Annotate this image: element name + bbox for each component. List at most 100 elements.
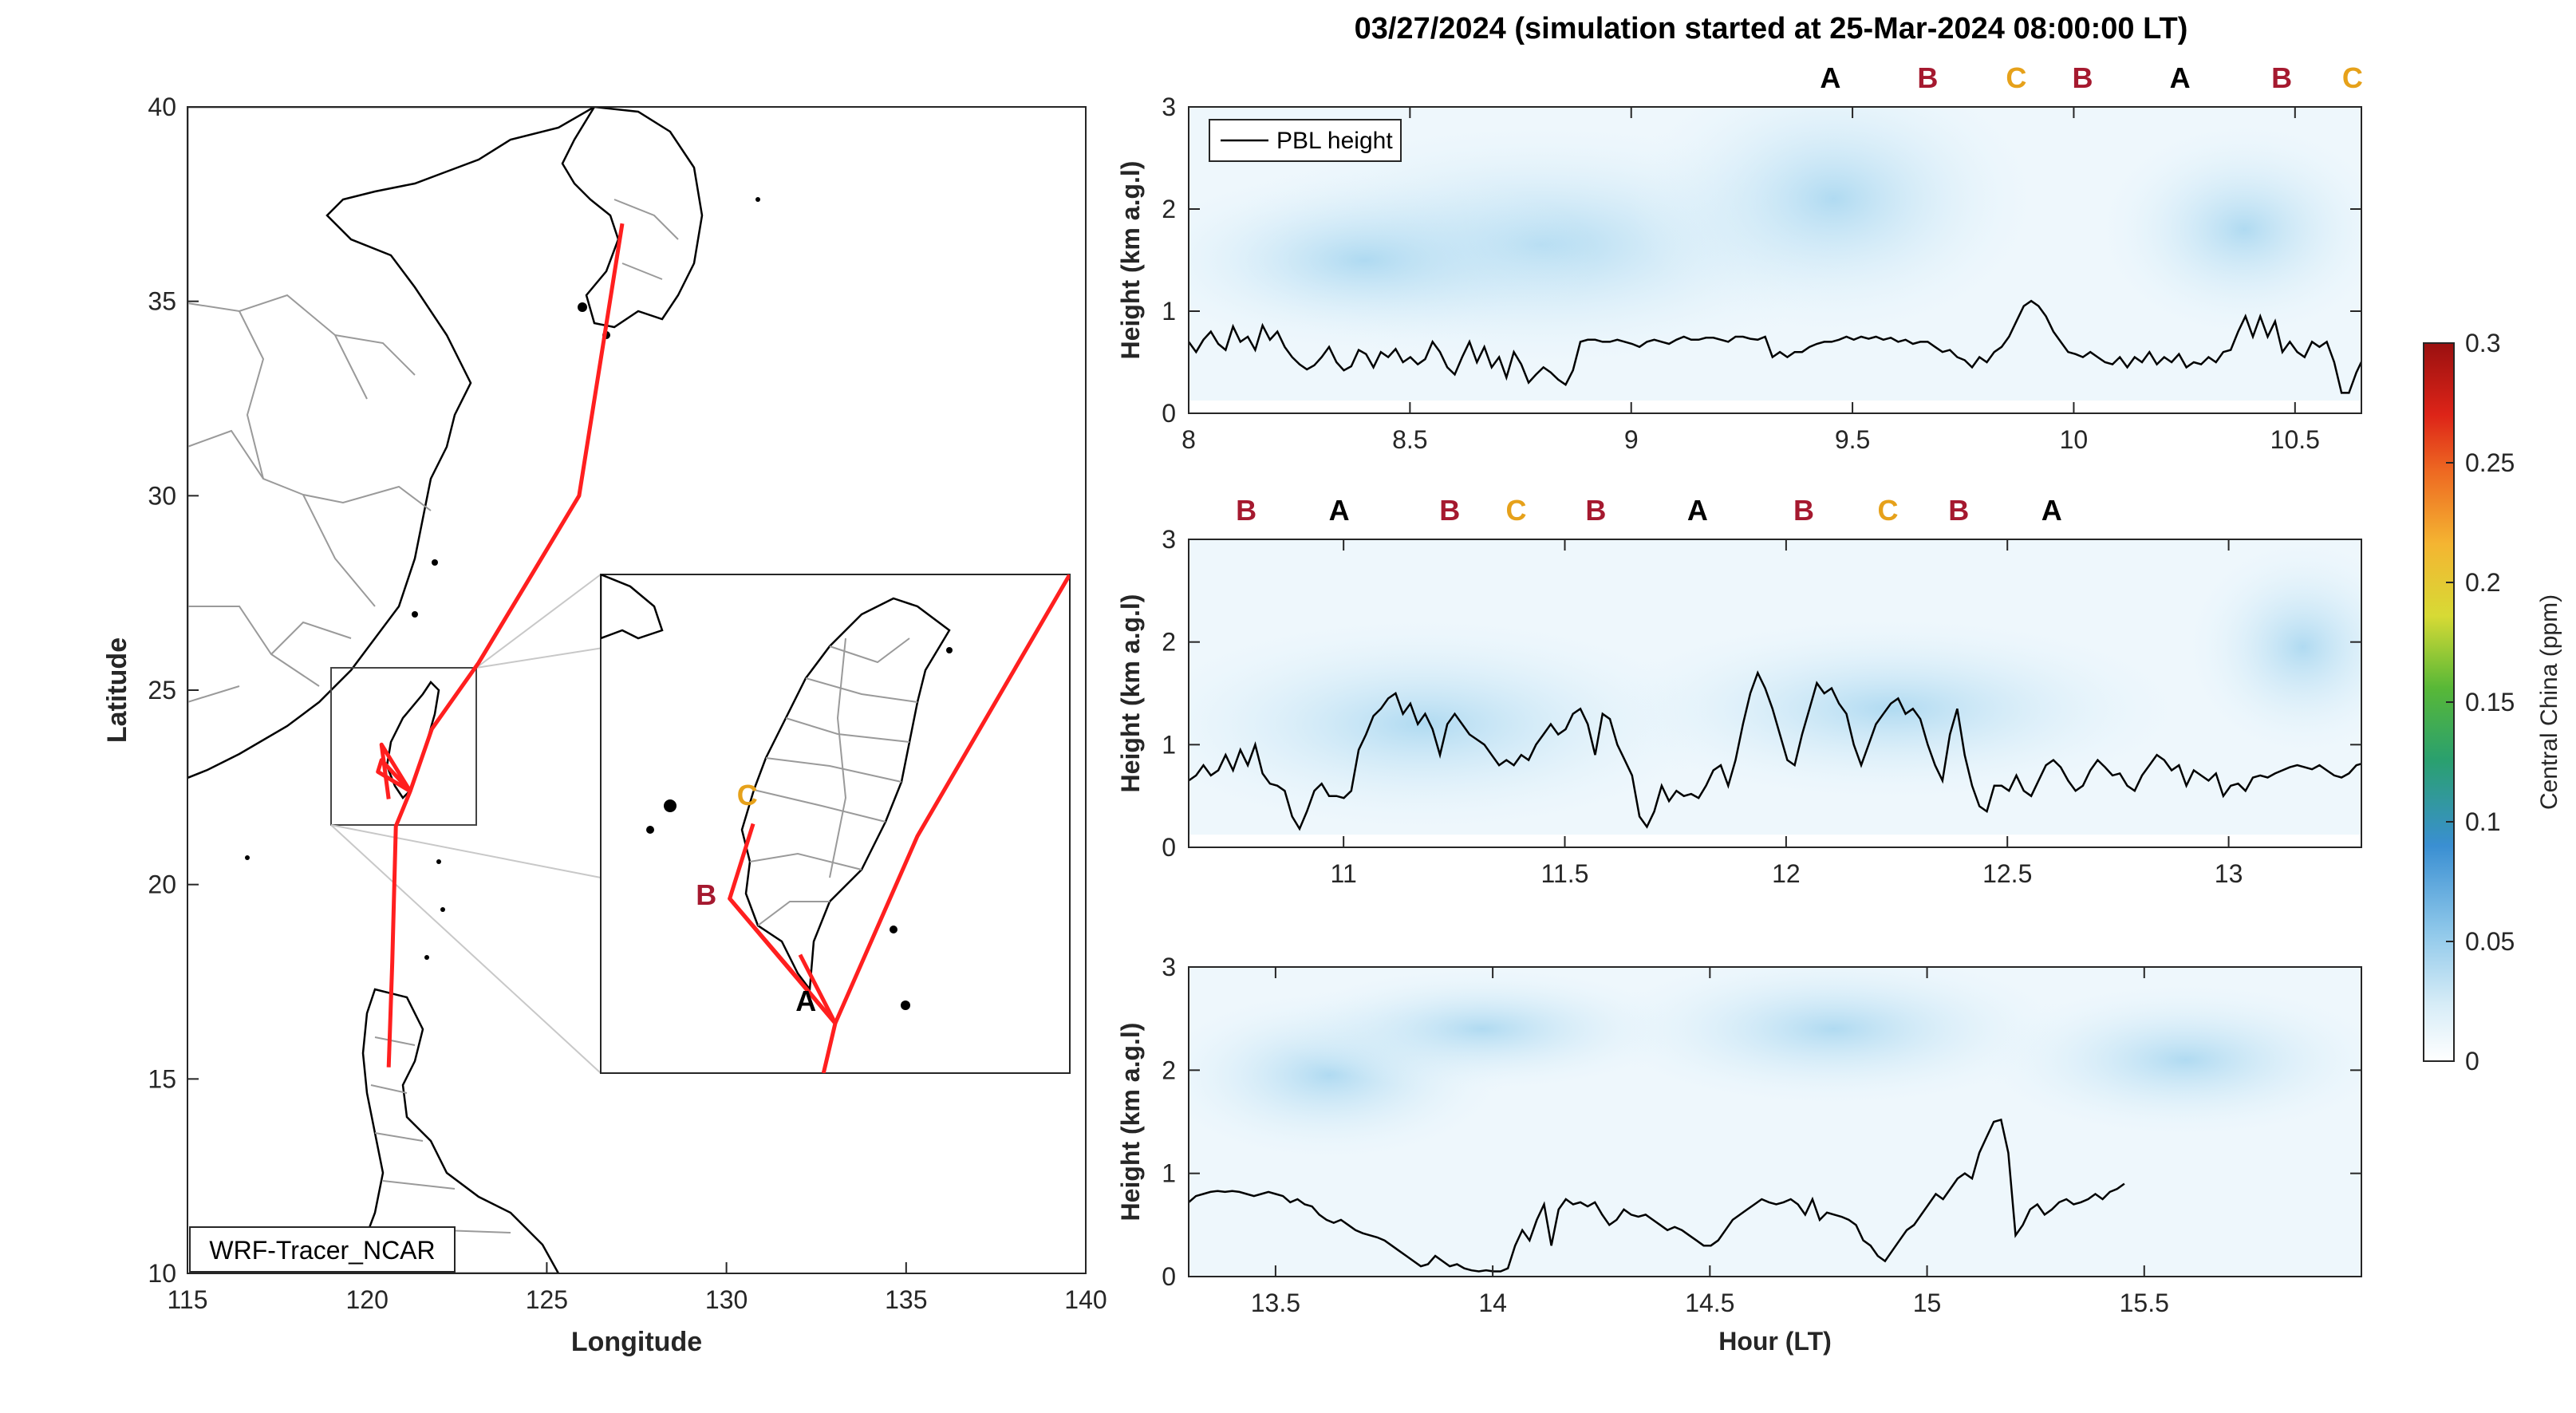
map-land: [187, 107, 1071, 1273]
map-ylabel: Latitude: [102, 637, 132, 743]
colorbar-tick-label: 0.3: [2465, 329, 2500, 357]
inset-islands: [646, 647, 953, 1010]
top-event-label: B: [1917, 61, 1938, 94]
inset-source-box: [330, 667, 477, 826]
top-event-label: B: [2271, 61, 2292, 94]
panel-ytick-label: 1: [1162, 297, 1176, 326]
map-xtick-label: 120: [346, 1285, 389, 1314]
top-event-label: B: [1585, 494, 1606, 527]
panel-ytick-label: 2: [1162, 195, 1176, 223]
panel-xtick-label: 8.5: [1392, 425, 1427, 454]
concentration-field: [1189, 539, 2361, 835]
inset-point-label: B: [696, 878, 716, 911]
pbl-legend: PBL height: [1209, 119, 1402, 162]
top-event-label: A: [1687, 494, 1708, 527]
inset-trajectory-branch: [728, 896, 837, 1025]
panel-ylabel: Height (km a.g.l): [1116, 1023, 1145, 1222]
pbl-height-line: [1189, 1118, 2125, 1273]
province-borders: [187, 199, 679, 703]
map-track-layer: [376, 223, 625, 1068]
concentration-blob: [1628, 107, 2039, 337]
top-event-label: B: [1793, 494, 1814, 527]
legend-label: PBL height: [1276, 128, 1393, 154]
inset-point-labels: C B A: [696, 779, 816, 1017]
colorbar-ticks: 0 0.05 0.1 0.15 0.2 0.25 0.3: [2446, 329, 2515, 1076]
panel-xtick-label: 12: [1772, 859, 1801, 888]
panel-ytick-label: 3: [1162, 953, 1176, 981]
top-event-label: B: [1948, 494, 1969, 527]
map-ytick-label: 15: [148, 1064, 176, 1093]
top-event-label: C: [1877, 494, 1898, 527]
concentration-blob: [1980, 982, 2361, 1138]
map-xtick-label: 125: [526, 1285, 568, 1314]
panel-xtick-label: 14.5: [1685, 1289, 1734, 1317]
inset-point-label: C: [737, 779, 758, 811]
top-event-label: C: [2342, 61, 2363, 94]
top-event-label: A: [1329, 494, 1350, 527]
concentration-blob: [1189, 168, 1600, 353]
trajectory-branch: [376, 758, 412, 793]
panel-xtick-label: 13: [2215, 859, 2243, 888]
luzon-coastline: [361, 988, 560, 1273]
top-event-label: A: [1820, 61, 1840, 94]
panel-ytick-label: 0: [1162, 399, 1176, 428]
colorbar: 0 0.05 0.1 0.15 0.2 0.25 0.3 Central China (pp…: [2423, 329, 2562, 1076]
panel-ytick-label: 2: [1162, 1056, 1176, 1084]
map-xtick-label: 115: [167, 1285, 207, 1314]
colorbar-tick-label: 0.25: [2465, 448, 2515, 477]
colorbar-label: Central China (ppm): [2536, 594, 2562, 810]
figure-title: 03/27/2024 (simulation started at 25-Mar…: [1355, 12, 2188, 45]
concentration-blob: [2097, 122, 2361, 337]
pbl-height-line: [1189, 670, 2361, 831]
concentration-blob: [1599, 967, 2069, 1107]
map-ytick-label: 20: [148, 870, 176, 899]
taiwan-coastline: [385, 681, 440, 799]
map-xlabel: Longitude: [571, 1327, 702, 1357]
concentration-field: [1189, 107, 2361, 401]
map-xtick-label: 135: [885, 1285, 927, 1314]
map-xtick-label: 130: [705, 1285, 748, 1314]
panel-xtick-label: 11.5: [1541, 859, 1589, 888]
panel-xtick-label: 11: [1331, 859, 1357, 888]
panel-xtick-label: 8: [1181, 425, 1196, 454]
top-event-label: B: [1236, 494, 1256, 527]
colorbar-tick-label: 0: [2465, 1047, 2479, 1076]
time-height-panel-3: 13.5 14 14.5 15 15.5 0 1 2 3 Height (km a.g.l) Hou…: [1116, 953, 2362, 1356]
top-event-label: A: [2041, 494, 2062, 527]
panel-ytick-label: 0: [1162, 1262, 1176, 1291]
map-panel: 115 120 125 130 135 140 10 15 20 25 30 35 40 Longitu…: [102, 93, 1107, 1357]
map-ytick-label: 40: [148, 93, 176, 121]
colorbar-tick-label: 0.2: [2465, 568, 2500, 597]
trajectory-line: [386, 223, 625, 1068]
concentration-blob: [1599, 616, 2186, 802]
map-ytick-label: 35: [148, 287, 176, 316]
panel-xtick-label: 10: [2060, 425, 2089, 454]
inset-county-borders: [749, 637, 918, 926]
panel-xtick-label: 15.5: [2120, 1289, 2169, 1317]
panel-axes-box: [1188, 106, 2362, 414]
panel-ylabel: Height (km a.g.l): [1116, 161, 1145, 360]
panel-xtick-label: 9: [1624, 425, 1639, 454]
panel-xtick-label: 14: [1478, 1289, 1507, 1317]
colorbar-tick-label: 0.05: [2465, 927, 2515, 956]
map-ytick-label: 30: [148, 481, 176, 510]
colorbar-tick-label: 0.1: [2465, 807, 2500, 836]
map-xtick-label: 140: [1064, 1285, 1107, 1314]
mainland-coastline: [187, 107, 597, 780]
panel-xlabel: Hour (LT): [1718, 1327, 1832, 1356]
map-ytick-label: 10: [148, 1259, 176, 1288]
top-event-label: B: [1439, 494, 1460, 527]
concentration-blob: [1189, 616, 1717, 832]
inset-trajectory-line: [821, 574, 1070, 1073]
concentration-blob: [1276, 967, 1687, 1091]
top-event-label: A: [2170, 61, 2191, 94]
trajectory-branch: [379, 742, 412, 799]
inset-trajectory-branch: [798, 953, 838, 1024]
panel-xtick-label: 15: [1913, 1289, 1942, 1317]
panel-ylabel: Height (km a.g.l): [1116, 594, 1145, 793]
panel-axes-box: [1188, 966, 2362, 1277]
model-label-box: [189, 1226, 456, 1273]
